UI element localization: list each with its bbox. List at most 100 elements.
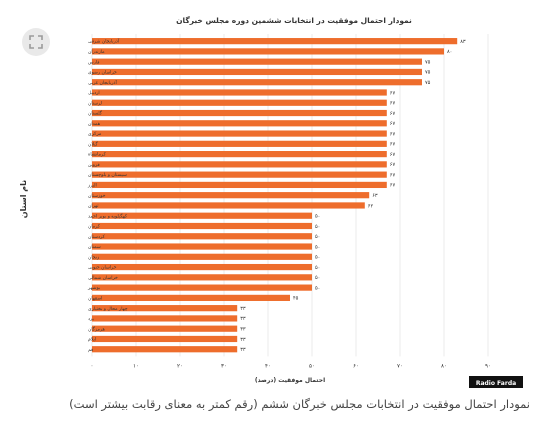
value-label: ۶۳ bbox=[372, 193, 378, 199]
value-label: ۶۷ bbox=[390, 101, 396, 107]
value-label: ۸۰ bbox=[447, 49, 452, 55]
value-label: ۳۳ bbox=[240, 306, 246, 312]
value-label: ۳۳ bbox=[240, 316, 246, 322]
bar bbox=[92, 315, 238, 322]
value-label: ۵۰ bbox=[315, 234, 320, 240]
bar bbox=[92, 346, 238, 353]
category-label: تهران bbox=[88, 204, 99, 209]
bars bbox=[92, 38, 458, 353]
x-axis-label: احتمال موفقیت (درصد) bbox=[255, 377, 325, 384]
value-label: ۴۵ bbox=[293, 296, 299, 302]
bar bbox=[92, 89, 387, 96]
category-label: همدان bbox=[88, 122, 101, 127]
value-label: ۶۷ bbox=[390, 111, 396, 117]
bar bbox=[92, 79, 422, 86]
category-label: کردستان bbox=[88, 234, 106, 240]
bar bbox=[92, 109, 387, 117]
category-label: آذربایجان شرقی bbox=[88, 39, 120, 45]
bar bbox=[92, 202, 365, 209]
bar bbox=[92, 120, 387, 127]
value-label: ۵۰ bbox=[315, 244, 320, 250]
category-label: مازندران bbox=[88, 50, 105, 55]
value-label: ۵۰ bbox=[315, 265, 320, 271]
value-label: ۶۷ bbox=[390, 121, 396, 127]
bar bbox=[92, 38, 458, 45]
bar bbox=[92, 305, 238, 312]
bar bbox=[92, 130, 387, 137]
category-label: لرستان bbox=[88, 101, 102, 106]
category-label: آذربایجان غربی bbox=[88, 80, 117, 86]
bar bbox=[92, 212, 312, 219]
category-label: بوشهر bbox=[87, 286, 100, 291]
value-label: ۶۷ bbox=[390, 172, 396, 178]
bar bbox=[92, 192, 370, 199]
value-label: ۶۷ bbox=[390, 152, 396, 158]
value-label: ۵۰ bbox=[315, 214, 320, 220]
bar bbox=[92, 68, 422, 76]
brand-logo-text: Radio Farda bbox=[476, 380, 516, 387]
gridlines bbox=[91, 34, 489, 357]
bar bbox=[92, 233, 312, 240]
expand-icon bbox=[29, 35, 43, 49]
x-tick-label: ۰ bbox=[91, 363, 94, 369]
x-tick-label: ۱۰ bbox=[133, 363, 139, 369]
value-label: ۳۳ bbox=[240, 326, 246, 332]
x-tick-label: ۲۰ bbox=[177, 363, 183, 369]
bar bbox=[92, 58, 422, 65]
bar bbox=[92, 274, 312, 281]
value-labels: ۸۳ ۸۰ ۷۵ ۷۵ ۷۵ ۶۷ ۶۷ ۶۷ ۶۷ ۶۷ ۶۷ ۶۷ ۶۷ ۶۷ ۶۷ ۶۳ ۶۲ ۵۰ ۵۰ ۵۰… bbox=[240, 39, 466, 353]
category-label: چهار محال و بختیاری bbox=[88, 307, 128, 312]
x-tick-label: ۴۰ bbox=[265, 363, 271, 369]
category-label: کرمانشاه bbox=[88, 152, 107, 158]
bar bbox=[92, 151, 387, 158]
value-label: ۶۷ bbox=[390, 183, 396, 189]
value-label: ۵۰ bbox=[315, 275, 320, 281]
bar bbox=[92, 171, 387, 178]
bar bbox=[92, 48, 444, 55]
category-label: قزوین bbox=[88, 163, 100, 168]
bar bbox=[92, 325, 238, 332]
category-label: یزد bbox=[88, 317, 95, 322]
category-label: فارس bbox=[88, 60, 99, 65]
brand-logo: Radio Farda bbox=[469, 376, 523, 388]
category-label: هرمزگان bbox=[88, 325, 105, 332]
category-label: قم bbox=[88, 348, 93, 353]
value-label: ۳۳ bbox=[240, 337, 246, 343]
x-tick-label: ۸۰ bbox=[441, 363, 447, 369]
category-label: کرمان bbox=[88, 224, 101, 230]
value-label: ۶۲ bbox=[368, 203, 374, 209]
x-tick-label: ۷۰ bbox=[397, 363, 403, 369]
category-label: خراسان رضوی bbox=[88, 71, 117, 76]
x-tick-labels: ۰ ۱۰ ۲۰ ۳۰ ۴۰ ۵۰ ۶۰ ۷۰ ۸۰ ۹۰ bbox=[91, 363, 491, 369]
value-label: ۶۷ bbox=[390, 90, 396, 96]
category-label: البرز bbox=[87, 184, 97, 189]
bar bbox=[92, 140, 387, 147]
x-tick-label: ۳۰ bbox=[221, 363, 227, 369]
value-label: ۳۳ bbox=[240, 347, 246, 353]
category-label: خوزستان bbox=[88, 194, 106, 199]
x-tick-label: ۹۰ bbox=[485, 363, 491, 369]
bar bbox=[92, 335, 238, 343]
chart: نمودار احتمال موفقیت در انتخابات ششمین د… bbox=[19, 16, 523, 388]
bar bbox=[92, 284, 312, 291]
bar bbox=[92, 253, 312, 260]
chart-title: نمودار احتمال موفقیت در انتخابات ششمین د… bbox=[176, 16, 412, 25]
bar bbox=[92, 294, 290, 301]
value-label: ۶۷ bbox=[390, 162, 396, 168]
category-label: کهگیلویه و بویر احمد bbox=[88, 212, 128, 219]
bar bbox=[92, 243, 312, 250]
value-label: ۷۵ bbox=[425, 70, 431, 76]
x-tick-label: ۵۰ bbox=[309, 363, 315, 369]
category-label: گیلان bbox=[88, 140, 99, 147]
bar bbox=[92, 181, 387, 189]
caption: نمودار احتمال موفقیت در انتخابات مجلس خب… bbox=[69, 397, 530, 411]
value-label: ۷۵ bbox=[425, 59, 431, 65]
value-label: ۶۷ bbox=[390, 131, 396, 137]
category-label: گلستان bbox=[88, 110, 103, 117]
category-labels: آذربایجان شرقی مازندران فارس خراسان رضوی آذر… bbox=[87, 39, 128, 353]
category-label: زنجان bbox=[88, 255, 99, 260]
category-label: سمنان bbox=[88, 245, 101, 250]
category-label: اصفهان bbox=[88, 296, 102, 301]
expand-button[interactable] bbox=[22, 28, 50, 56]
category-label: اردبیل bbox=[88, 91, 100, 96]
